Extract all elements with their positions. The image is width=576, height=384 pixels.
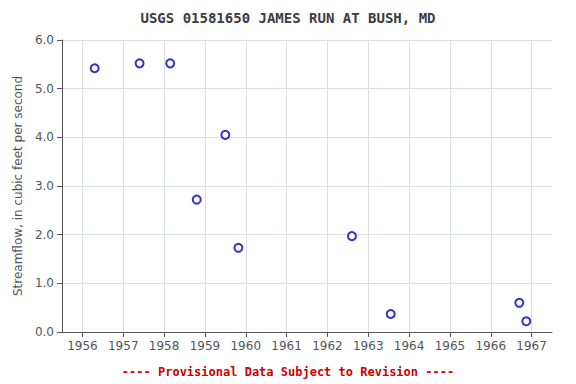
svg-text:6.0: 6.0 (35, 33, 54, 47)
svg-text:2.0: 2.0 (35, 228, 54, 242)
svg-text:1958: 1958 (149, 339, 180, 353)
svg-text:1967: 1967 (516, 339, 547, 353)
svg-text:USGS 01581650 JAMES RUN AT BUS: USGS 01581650 JAMES RUN AT BUSH, MD (140, 10, 435, 26)
svg-text:1961: 1961 (271, 339, 302, 353)
svg-text:1957: 1957 (108, 339, 139, 353)
svg-text:1963: 1963 (353, 339, 384, 353)
svg-text:1964: 1964 (394, 339, 425, 353)
svg-text:0.0: 0.0 (35, 325, 54, 339)
svg-text:1966: 1966 (475, 339, 506, 353)
svg-text:Streamflow, in cubic feet per: Streamflow, in cubic feet per second (11, 76, 25, 296)
svg-text:1956: 1956 (67, 339, 98, 353)
svg-text:5.0: 5.0 (35, 82, 54, 96)
svg-text:4.0: 4.0 (35, 130, 54, 144)
svg-text:1960: 1960 (230, 339, 261, 353)
svg-text:1.0: 1.0 (35, 276, 54, 290)
svg-text:1965: 1965 (435, 339, 466, 353)
svg-text:3.0: 3.0 (35, 179, 54, 193)
svg-text:1959: 1959 (190, 339, 221, 353)
svg-text:1962: 1962 (312, 339, 343, 353)
svg-text:---- Provisional Data Subject: ---- Provisional Data Subject to Revisio… (122, 365, 454, 379)
